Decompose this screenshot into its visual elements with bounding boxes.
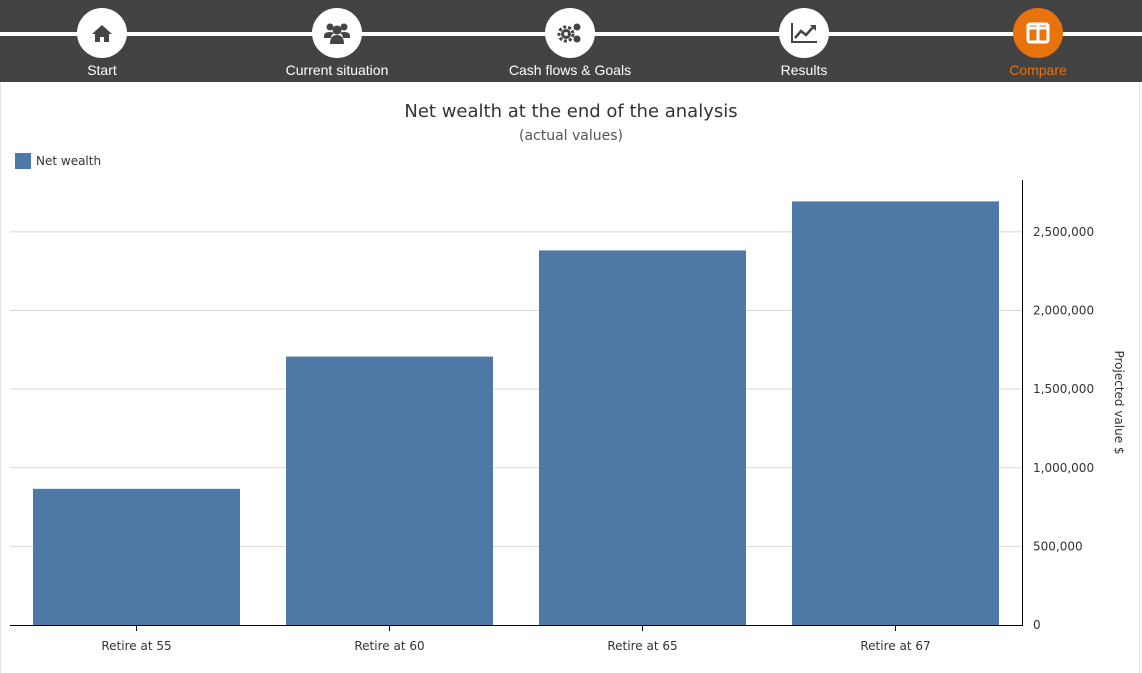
legend-label: Net wealth <box>36 154 102 168</box>
bar <box>539 250 746 625</box>
step-label: Cash flows & Goals <box>508 62 632 78</box>
bar <box>33 488 240 625</box>
legend-item[interactable]: Net wealth <box>15 153 101 169</box>
step-label: Current situation <box>285 62 389 78</box>
x-tick-label: Retire at 65 <box>607 639 677 653</box>
chart-panel <box>0 82 1140 673</box>
y-tick-label: 2,000,000 <box>1033 304 1094 318</box>
x-tick-label: Retire at 60 <box>354 639 424 653</box>
y-axis-title: Projected value $ <box>1112 350 1126 454</box>
step-compare[interactable]: Compare <box>938 8 1138 78</box>
y-tick-label: 1,000,000 <box>1033 461 1094 475</box>
x-tick-label: Retire at 55 <box>101 639 171 653</box>
y-tick-label: 2,500,000 <box>1033 225 1094 239</box>
bar <box>286 356 493 625</box>
gears-icon <box>557 23 581 43</box>
columns-icon <box>1026 22 1050 44</box>
y-tick-label: 500,000 <box>1033 539 1083 553</box>
y-tick-label: 0 <box>1033 618 1041 632</box>
chart-subtitle: (actual values) <box>518 128 623 144</box>
chart-title: Net wealth at the end of the analysis <box>404 101 738 122</box>
step-start[interactable]: Start <box>2 8 202 78</box>
step-label: Compare <box>1009 62 1067 78</box>
bar <box>792 201 999 625</box>
step-label: Results <box>780 62 828 78</box>
x-tick-label: Retire at 67 <box>860 639 930 653</box>
line-chart-icon <box>791 23 817 43</box>
step-cash-flows-goals[interactable]: Cash flows & Goals <box>470 8 670 78</box>
wizard-nav: Start Current situation Cash flows & Goa… <box>0 0 1142 82</box>
legend-swatch <box>15 153 31 169</box>
step-results[interactable]: Results <box>704 8 904 78</box>
y-tick-label: 1,500,000 <box>1033 382 1094 396</box>
step-current-situation[interactable]: Current situation <box>237 8 437 78</box>
step-label: Start <box>87 62 117 78</box>
users-icon <box>324 23 350 44</box>
home-icon <box>92 25 112 42</box>
